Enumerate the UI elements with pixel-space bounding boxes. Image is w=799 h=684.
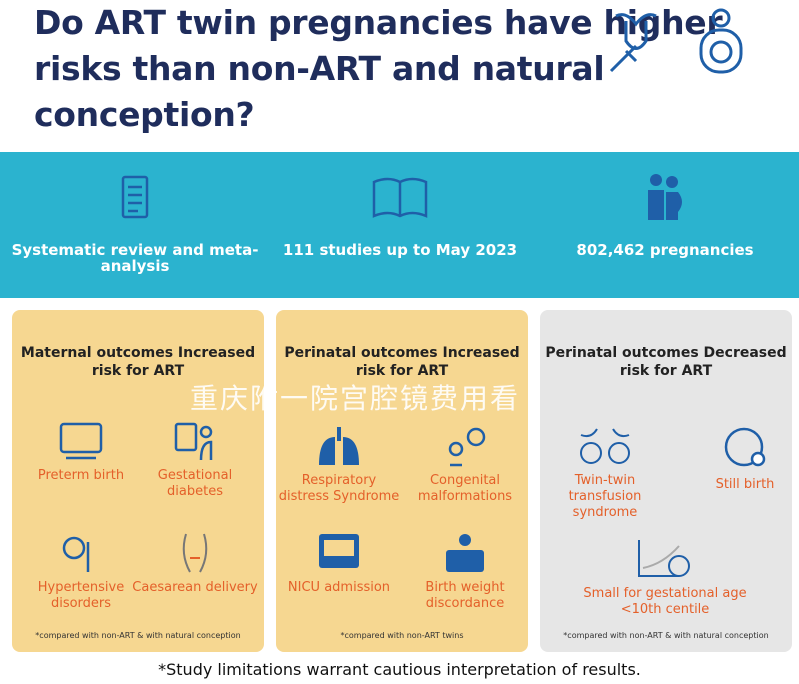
blood-pressure-icon xyxy=(62,536,90,572)
page-title: Do ART twin pregnancies have higher risk… xyxy=(34,3,723,134)
outcome-nicu-admission: NICU admission xyxy=(276,532,402,596)
glucose-meter-icon xyxy=(174,422,213,461)
growth-chart-fetus-icon xyxy=(638,540,690,577)
clipboard-checklist-icon xyxy=(121,175,149,219)
outcome-congenital-malformations: Congenital malformations xyxy=(402,425,528,505)
nicu-incubator-icon xyxy=(319,534,359,568)
lungs-icon xyxy=(319,427,359,465)
stat-pregnancies: 802,462 pregnancies xyxy=(535,172,795,258)
outcome-birth-weight-discordance: Birth weight discordance xyxy=(402,532,528,612)
open-book-icon xyxy=(372,177,428,218)
twin-fetuses-icon xyxy=(580,428,630,464)
fetus-cross-icon xyxy=(724,427,766,467)
outcome-respiratory-distress: Respiratory distress Syndrome xyxy=(276,425,402,505)
panel-maternal-increased: Maternal outcomes Increased risk for ART… xyxy=(12,310,264,652)
footnote: *Study limitations warrant cautious inte… xyxy=(158,660,641,679)
baby-scale-icon xyxy=(446,534,484,572)
baby-icon xyxy=(699,8,743,74)
outcome-caesarean-delivery: Caesarean delivery xyxy=(132,532,258,596)
outcome-small-for-gestational-age: Small for gestational age <10th centile xyxy=(580,538,750,618)
incubator-icon xyxy=(59,422,103,460)
outcome-twin-twin-transfusion: Twin-twin transfusion syndrome xyxy=(542,425,668,521)
panel-perinatal-decreased: Perinatal outcomes Decreased risk for AR… xyxy=(540,310,792,652)
outcome-gestational-diabetes: Gestational diabetes xyxy=(132,420,258,500)
baby-heart-icon xyxy=(448,427,486,467)
study-summary-band: Systematic review and meta-analysis 111 … xyxy=(0,152,799,298)
outcome-still-birth: Still birth xyxy=(682,425,799,493)
uterus-syringe-icon xyxy=(609,13,657,73)
panel-perinatal-increased: Perinatal outcomes Increased risk for AR… xyxy=(276,310,528,652)
outcome-hypertensive-disorders: Hypertensive disorders xyxy=(18,532,144,612)
abdomen-incision-icon xyxy=(182,533,208,573)
pregnant-women-icon xyxy=(648,174,682,220)
stat-design: Systematic review and meta-analysis xyxy=(5,172,265,274)
stat-studies: 111 studies up to May 2023 xyxy=(270,172,530,258)
outcome-preterm-birth: Preterm birth xyxy=(18,420,144,484)
